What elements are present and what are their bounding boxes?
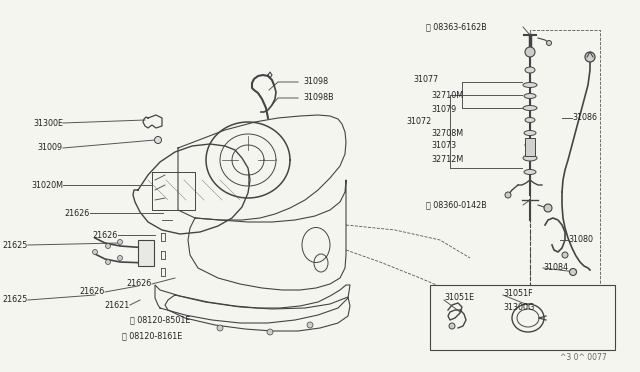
Circle shape	[585, 52, 595, 62]
Circle shape	[106, 260, 111, 264]
Text: 31051E: 31051E	[444, 294, 474, 302]
Text: 21626: 21626	[80, 288, 105, 296]
Text: 21625: 21625	[3, 295, 28, 305]
Text: 31098B: 31098B	[303, 93, 333, 103]
Text: 31009: 31009	[38, 144, 63, 153]
Circle shape	[307, 322, 313, 328]
Text: 21626: 21626	[65, 208, 90, 218]
Text: 21626: 21626	[93, 231, 118, 240]
Text: 31079: 31079	[431, 105, 456, 113]
Circle shape	[154, 137, 161, 144]
Text: 31073: 31073	[431, 141, 456, 151]
Text: 21625: 21625	[3, 241, 28, 250]
Text: 31300E: 31300E	[33, 119, 63, 128]
Circle shape	[547, 41, 552, 45]
Ellipse shape	[525, 142, 535, 148]
Text: 31080: 31080	[568, 235, 593, 244]
Ellipse shape	[524, 131, 536, 135]
Text: 32708M: 32708M	[431, 128, 463, 138]
Ellipse shape	[523, 106, 537, 110]
Text: Ⓢ 08363-6162B: Ⓢ 08363-6162B	[426, 22, 487, 32]
Text: Ⓑ 08120-8161E: Ⓑ 08120-8161E	[122, 331, 182, 340]
Circle shape	[106, 244, 111, 248]
Circle shape	[217, 325, 223, 331]
Ellipse shape	[523, 83, 537, 87]
Text: 31086: 31086	[572, 113, 597, 122]
Circle shape	[93, 250, 97, 254]
Text: 31300G: 31300G	[503, 304, 534, 312]
Circle shape	[570, 269, 577, 276]
Bar	[525, 138, 535, 156]
Text: 21621: 21621	[105, 301, 130, 310]
Text: 32710M: 32710M	[431, 92, 463, 100]
Ellipse shape	[524, 93, 536, 99]
Text: 31084: 31084	[543, 263, 568, 273]
Text: 31051F: 31051F	[503, 289, 532, 298]
Circle shape	[544, 204, 552, 212]
Text: 31020M: 31020M	[31, 180, 63, 189]
Circle shape	[449, 323, 455, 329]
Circle shape	[267, 329, 273, 335]
Circle shape	[562, 252, 568, 258]
Ellipse shape	[525, 67, 535, 73]
Ellipse shape	[523, 155, 537, 161]
Bar	[430, 285, 615, 350]
Ellipse shape	[525, 118, 535, 122]
Text: ^3 0^ 0077: ^3 0^ 0077	[560, 353, 607, 362]
Text: 31098: 31098	[303, 77, 328, 87]
Circle shape	[118, 256, 122, 260]
Text: 31072: 31072	[406, 116, 431, 125]
Text: 31077: 31077	[413, 76, 438, 84]
Circle shape	[525, 47, 535, 57]
Text: 21626: 21626	[127, 279, 152, 289]
Circle shape	[118, 240, 122, 244]
Text: Ⓢ 08360-0142B: Ⓢ 08360-0142B	[426, 201, 487, 209]
Text: Ⓑ 08120-8501E: Ⓑ 08120-8501E	[130, 315, 190, 324]
Ellipse shape	[524, 170, 536, 174]
Text: 32712M: 32712M	[431, 154, 463, 164]
Bar	[138, 240, 154, 266]
Circle shape	[505, 192, 511, 198]
